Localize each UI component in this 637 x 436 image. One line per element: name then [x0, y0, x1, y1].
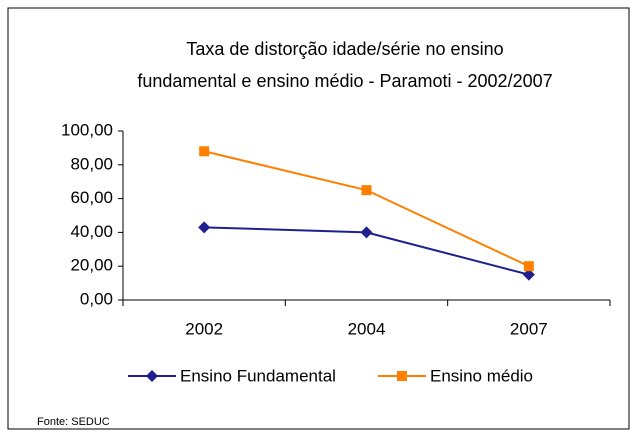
chart-title: fundamental e ensino médio - Paramoti - …	[137, 71, 552, 91]
marker	[523, 261, 534, 272]
y-tick-label: 20,00	[70, 256, 113, 275]
legend-label: Ensino médio	[430, 366, 533, 385]
marker	[522, 268, 535, 281]
marker	[146, 370, 158, 382]
marker	[360, 226, 373, 239]
y-tick-label: 40,00	[70, 222, 113, 241]
marker	[397, 371, 407, 381]
x-tick-label: 2007	[510, 319, 548, 338]
marker	[199, 146, 210, 157]
marker	[198, 221, 211, 234]
y-tick-label: 80,00	[70, 154, 113, 173]
x-tick-label: 2004	[348, 319, 386, 338]
marker	[361, 185, 372, 196]
legend-label: Ensino Fundamental	[180, 366, 336, 385]
y-tick-label: 100,00	[61, 120, 113, 139]
y-tick-label: 0,00	[80, 289, 113, 308]
source-note: Fonte: SEDUC	[37, 416, 110, 428]
y-tick-label: 60,00	[70, 188, 113, 207]
chart-title: Taxa de distorção idade/série no ensino	[186, 39, 503, 59]
chart-frame	[7, 7, 630, 430]
x-tick-label: 2002	[185, 319, 223, 338]
